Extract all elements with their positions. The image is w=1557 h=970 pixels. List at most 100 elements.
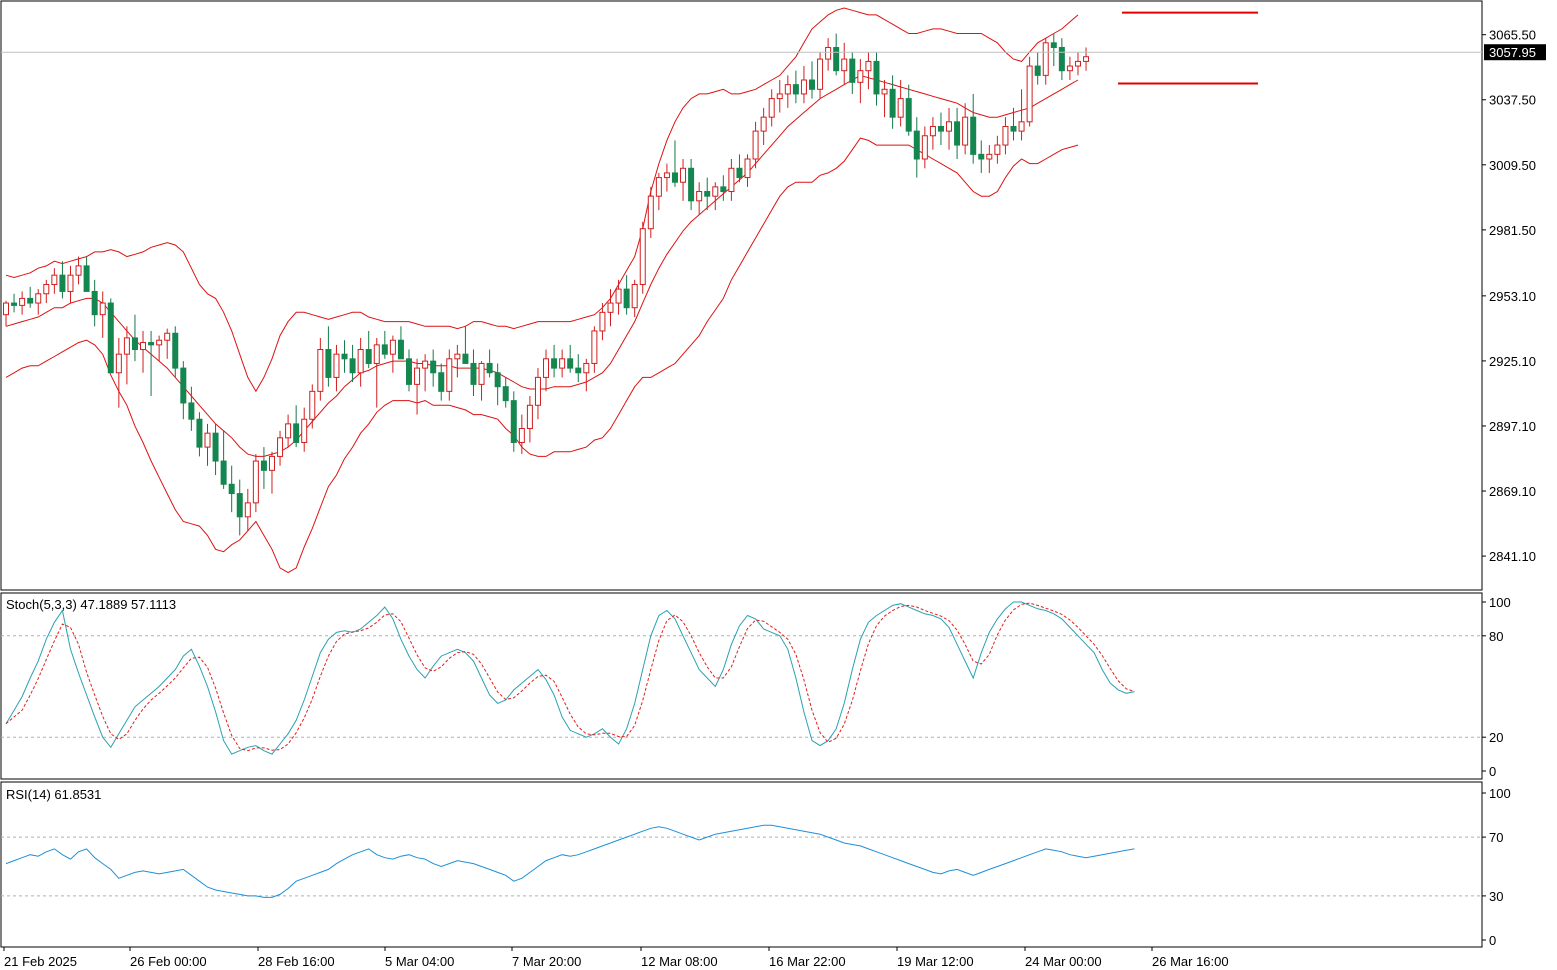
candle bbox=[800, 66, 807, 104]
candle bbox=[752, 121, 759, 169]
candle bbox=[373, 337, 380, 408]
candle-body-down bbox=[341, 353, 348, 360]
candle-body-up bbox=[825, 46, 832, 60]
candle-body-down bbox=[494, 372, 501, 388]
candle-body-down bbox=[188, 402, 195, 420]
candle-body-up bbox=[67, 274, 74, 292]
candle bbox=[196, 412, 203, 457]
stochastic-panel: 100 80 20 0 Stoch(5,3,3) 47.1889 57.1113 bbox=[0, 592, 1511, 780]
candle bbox=[220, 430, 227, 489]
candle bbox=[27, 286, 34, 308]
stochastic-signal-line bbox=[5, 602, 1135, 752]
candle-body-up bbox=[817, 58, 824, 90]
candle bbox=[236, 479, 243, 536]
candle bbox=[494, 363, 501, 406]
candle bbox=[728, 158, 735, 201]
candle bbox=[591, 326, 598, 373]
candle-body-up bbox=[946, 121, 953, 132]
candle bbox=[131, 314, 138, 362]
time-tick-label: 26 Feb 00:00 bbox=[130, 954, 207, 969]
candle-body-up bbox=[268, 455, 275, 471]
stochastic-lines bbox=[5, 601, 1135, 755]
price-tick-label: 3037.50 bbox=[1489, 93, 1536, 108]
candle-body-up bbox=[123, 337, 130, 355]
candle bbox=[696, 182, 703, 215]
candle bbox=[784, 75, 791, 108]
candle-body-down bbox=[905, 98, 912, 132]
candle bbox=[929, 117, 936, 150]
time-tick-label: 16 Mar 22:00 bbox=[769, 954, 846, 969]
axis-tick-label: 80 bbox=[1489, 629, 1503, 644]
candle-body-up bbox=[1066, 65, 1073, 72]
candle-body-up bbox=[422, 360, 429, 369]
candle-body-down bbox=[349, 358, 356, 374]
candle-body-down bbox=[833, 46, 840, 72]
candle bbox=[35, 289, 42, 315]
candle bbox=[357, 337, 364, 387]
candle bbox=[244, 488, 251, 531]
candle-body-up bbox=[204, 432, 211, 448]
candle-body-down bbox=[970, 116, 977, 155]
time-tick-label: 19 Mar 12:00 bbox=[897, 954, 974, 969]
candle bbox=[1026, 56, 1033, 127]
candle-body-down bbox=[220, 460, 227, 485]
candle-body-down bbox=[196, 418, 203, 448]
candle bbox=[768, 89, 775, 127]
candle-body-up bbox=[43, 283, 50, 295]
candle bbox=[631, 279, 638, 317]
candle-body-up bbox=[615, 288, 622, 304]
candle bbox=[446, 349, 453, 401]
candle bbox=[1083, 47, 1090, 71]
candle bbox=[954, 107, 961, 159]
candle-body-up bbox=[962, 116, 969, 146]
candle bbox=[841, 42, 848, 85]
candle bbox=[333, 344, 340, 392]
candle bbox=[865, 52, 872, 90]
candle bbox=[526, 395, 533, 443]
candle bbox=[825, 38, 832, 71]
candle-body-up bbox=[518, 428, 525, 443]
candle bbox=[277, 430, 284, 466]
candle bbox=[309, 384, 316, 429]
candle bbox=[381, 330, 388, 359]
candle bbox=[744, 154, 751, 187]
candle bbox=[760, 107, 767, 146]
candle-body-up bbox=[309, 390, 316, 420]
stochastic-label: Stoch(5,3,3) 47.1889 57.1113 bbox=[6, 597, 176, 612]
candle bbox=[583, 358, 590, 392]
candle-body-down bbox=[236, 493, 243, 518]
candle bbox=[430, 349, 437, 387]
candle bbox=[639, 221, 646, 294]
candle-body-down bbox=[704, 191, 711, 197]
price-tick-label: 2869.10 bbox=[1489, 484, 1536, 499]
candle-body-down bbox=[180, 367, 187, 404]
candle-body-down bbox=[1058, 46, 1065, 72]
candle-body-down bbox=[430, 360, 437, 374]
candle bbox=[575, 354, 582, 383]
candle-body-down bbox=[381, 344, 388, 355]
candle bbox=[486, 349, 493, 378]
candle-body-down bbox=[849, 58, 856, 83]
axis-tick-label: 0 bbox=[1489, 764, 1496, 779]
candle-body-down bbox=[688, 167, 695, 202]
candle-body-up bbox=[389, 339, 396, 355]
candle-body-up bbox=[244, 502, 251, 518]
price-panel: 3065.50 3037.50 3009.50 2981.50 2953.10 2925.… bbox=[0, 0, 1546, 591]
candle-body-up bbox=[1002, 125, 1009, 146]
candle bbox=[776, 79, 783, 113]
candle-body-up bbox=[1026, 65, 1033, 123]
time-tick-label: 26 Mar 16:00 bbox=[1152, 954, 1229, 969]
candle bbox=[647, 186, 654, 238]
candle-body-down bbox=[131, 337, 138, 351]
candle-body-up bbox=[301, 418, 308, 443]
candle bbox=[389, 335, 396, 373]
candle bbox=[83, 256, 90, 292]
candle bbox=[59, 261, 66, 299]
candle-body-up bbox=[631, 283, 638, 309]
candle bbox=[11, 293, 18, 313]
candle bbox=[438, 363, 445, 401]
candle bbox=[873, 52, 880, 106]
candle bbox=[1058, 38, 1065, 80]
candle-body-down bbox=[293, 423, 300, 443]
time-tick-label: 7 Mar 20:00 bbox=[512, 954, 581, 969]
